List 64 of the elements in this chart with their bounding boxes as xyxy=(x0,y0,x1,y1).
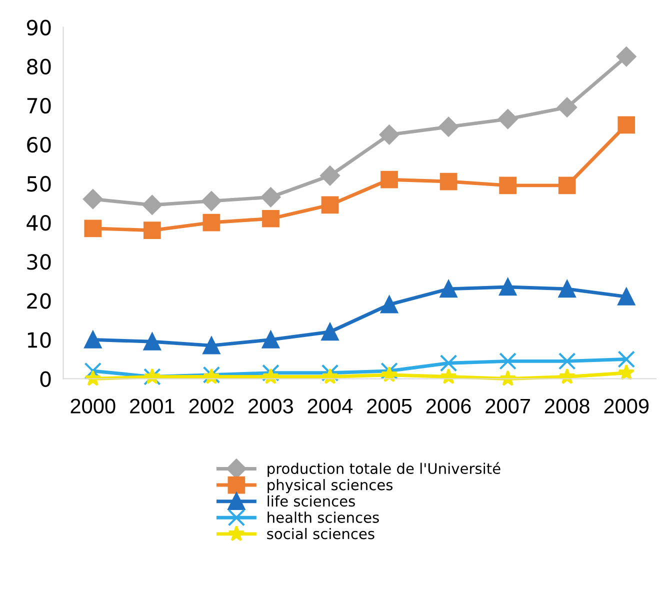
point xyxy=(558,280,576,298)
point xyxy=(143,332,161,350)
x-tick-label: 2006 xyxy=(426,398,471,414)
point xyxy=(202,214,220,232)
point xyxy=(320,166,340,186)
x-tick-label: 2005 xyxy=(367,398,412,414)
point xyxy=(202,336,220,354)
x-tick-label: 2000 xyxy=(70,398,116,414)
point xyxy=(380,362,398,380)
legend-label: production totale de l'Université xyxy=(268,462,500,477)
point xyxy=(202,191,222,211)
point xyxy=(143,222,161,240)
point xyxy=(499,176,517,194)
point xyxy=(84,362,102,380)
x-tick-label: 2007 xyxy=(486,398,530,414)
y-tick-label: 50 xyxy=(27,176,51,192)
point xyxy=(557,97,577,118)
point xyxy=(262,364,280,382)
y-tick-label: 30 xyxy=(27,254,51,270)
x-tick-label: 2009 xyxy=(604,398,649,414)
point xyxy=(558,352,576,370)
y-tick-label: 10 xyxy=(28,332,51,348)
point xyxy=(618,288,636,306)
point xyxy=(379,124,400,145)
point xyxy=(260,187,281,208)
point xyxy=(84,220,102,238)
x-tick-label: 2004 xyxy=(308,398,353,414)
point xyxy=(83,189,103,209)
x-tick-label: 2002 xyxy=(189,398,234,414)
point xyxy=(618,116,636,134)
point xyxy=(262,331,280,348)
point xyxy=(321,364,339,382)
legend-label: social sciences xyxy=(267,528,374,540)
point xyxy=(142,195,162,215)
y-tick-label: 60 xyxy=(27,136,51,153)
point xyxy=(440,172,458,190)
point xyxy=(498,109,518,129)
point xyxy=(499,352,517,370)
point xyxy=(558,176,576,194)
legend-label: health sciences xyxy=(268,512,379,523)
point xyxy=(262,210,280,228)
point xyxy=(618,350,636,368)
legend-label: physical sciences xyxy=(268,479,393,494)
y-tick-label: 80 xyxy=(27,58,51,75)
point xyxy=(380,170,398,188)
x-tick-label: 2008 xyxy=(544,398,590,414)
point xyxy=(321,196,339,214)
y-tick-label: 40 xyxy=(26,214,51,231)
x-tick-label: 2003 xyxy=(248,398,293,414)
point xyxy=(440,280,458,298)
point xyxy=(321,323,339,341)
point xyxy=(380,296,398,314)
y-tick-label: 0 xyxy=(40,371,51,387)
legend-label: life sciences xyxy=(268,495,355,507)
y-tick-label: 20 xyxy=(27,293,51,309)
point xyxy=(618,364,635,380)
x-tick-label: 2001 xyxy=(130,398,174,414)
y-tick-label: 70 xyxy=(27,98,51,114)
point xyxy=(499,278,517,296)
point xyxy=(438,116,458,137)
y-tick-label: 90 xyxy=(26,20,51,36)
point xyxy=(440,354,458,372)
point xyxy=(616,46,636,66)
point xyxy=(84,331,102,348)
